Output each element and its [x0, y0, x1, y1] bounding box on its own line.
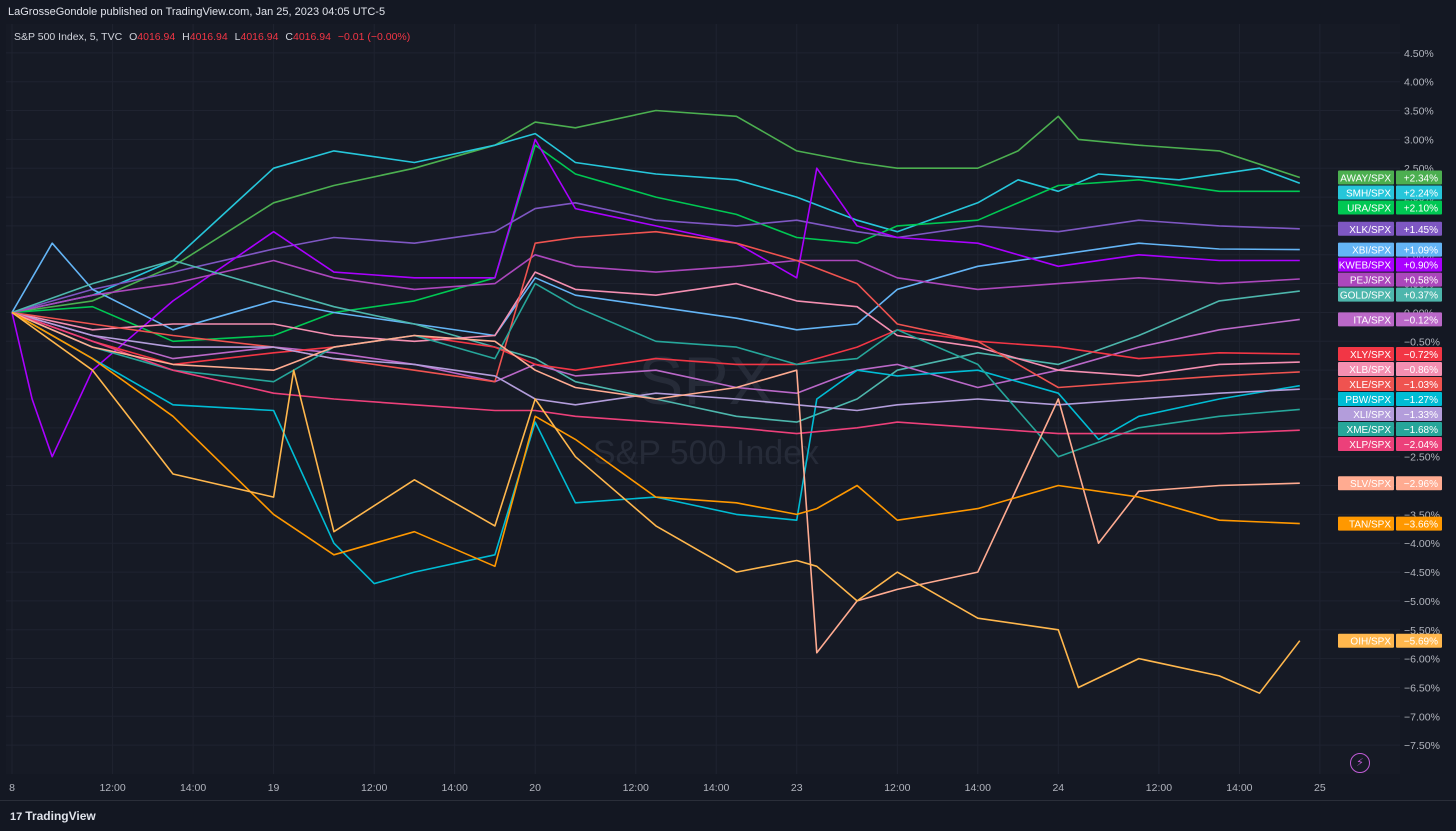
- publish-bar: LaGrosseGondole published on TradingView…: [0, 0, 1456, 24]
- y-tick-label: −7.50%: [1404, 740, 1440, 752]
- y-tick-label: −5.50%: [1404, 625, 1440, 637]
- x-tick-label: 8: [9, 782, 15, 794]
- series-line-xlp-spx[interactable]: [11, 311, 1300, 435]
- y-tick-label: 2.00%: [1404, 192, 1434, 204]
- x-tick-label: 14:00: [442, 782, 468, 794]
- legend-low-label: L: [234, 31, 241, 43]
- series-line-xly-spx[interactable]: [11, 311, 1300, 372]
- legend-low: 4016.94: [240, 31, 279, 43]
- x-tick-label: 14:00: [1226, 782, 1252, 794]
- footer: 17 TradingView: [0, 800, 1456, 831]
- x-tick-label: 12:00: [99, 782, 125, 794]
- series-line-kweb-spx[interactable]: [11, 138, 1300, 458]
- y-tick-label: −0.50%: [1404, 336, 1440, 348]
- series-line-smh-spx[interactable]: [11, 132, 1301, 314]
- ohlc-legend[interactable]: S&P 500 Index, 5, TVC O4016.94 H4016.94 …: [14, 31, 410, 43]
- series-lines: [11, 109, 1301, 695]
- legend-high-label: H: [182, 31, 190, 43]
- x-tick-label: 14:00: [703, 782, 729, 794]
- x-tick-label: 20: [529, 782, 541, 794]
- legend-close-label: C: [285, 31, 293, 43]
- x-tick-label: 12:00: [1146, 782, 1172, 794]
- tradingview-logo-icon: 17 TradingView: [10, 809, 96, 823]
- publish-info: LaGrosseGondole published on TradingView…: [8, 6, 386, 18]
- series-line-pbw-spx[interactable]: [11, 311, 1300, 585]
- chart-svg[interactable]: SPX S&P 500 Index: [6, 24, 1400, 774]
- x-tick-label: 24: [1052, 782, 1064, 794]
- x-tick-label: 12:00: [361, 782, 387, 794]
- grid: [6, 24, 1400, 774]
- series-line-xbi-spx[interactable]: [11, 242, 1300, 337]
- y-tick-label: −7.00%: [1404, 711, 1440, 723]
- series-line-ura-spx[interactable]: [11, 144, 1300, 343]
- legend-open: 4016.94: [137, 31, 176, 43]
- y-tick-label: −3.00%: [1404, 481, 1440, 493]
- price-axis-svg[interactable]: 4.50% 4.00% 3.50% 3.00% 2.50% 2.00% 1.50% 1.00%…: [1400, 24, 1456, 774]
- chart-pane[interactable]: SPX S&P 500 Index: [6, 24, 1400, 774]
- series-line-xli-spx[interactable]: [11, 311, 1300, 412]
- series-line-xme-spx[interactable]: [11, 282, 1300, 458]
- y-tick-label: −4.50%: [1404, 567, 1440, 579]
- x-tick-label: 25: [1314, 782, 1326, 794]
- y-tick-label: −3.50%: [1404, 509, 1440, 521]
- y-tick-label: −5.00%: [1404, 596, 1440, 608]
- x-tick-label: 12:00: [884, 782, 910, 794]
- series-line-slv-spx[interactable]: [11, 311, 1300, 654]
- y-tick-label: −6.50%: [1404, 682, 1440, 694]
- y-tick-label: 0.00%: [1404, 307, 1434, 319]
- y-tick-label: 3.50%: [1404, 106, 1434, 118]
- x-tick-label: 23: [791, 782, 803, 794]
- price-axis[interactable]: 4.50% 4.00% 3.50% 3.00% 2.50% 2.00% 1.50% 1.00%…: [1400, 24, 1456, 774]
- series-line-away-spx[interactable]: [11, 109, 1301, 314]
- x-tick-label: 19: [268, 782, 280, 794]
- x-tick-label: 14:00: [180, 782, 206, 794]
- time-axis-svg[interactable]: 8 12:00 14:00 19 12:00 14:00 20 12:00 14:00 23 12:…: [0, 774, 1456, 800]
- y-tick-label: −2.50%: [1404, 452, 1440, 464]
- legend-close: 4016.94: [292, 31, 331, 43]
- watermark-name: S&P 500 Index: [593, 434, 819, 472]
- y-tick-label: −2.00%: [1404, 423, 1440, 435]
- y-tick-label: −6.00%: [1404, 654, 1440, 666]
- y-tick-label: 4.50%: [1404, 48, 1434, 60]
- series-line-pej-spx[interactable]: [11, 254, 1300, 314]
- y-tick-label: −1.50%: [1404, 394, 1440, 406]
- legend-open-label: O: [129, 31, 138, 43]
- series-line-oih-spx[interactable]: [11, 311, 1301, 695]
- y-tick-label: 3.00%: [1404, 134, 1434, 146]
- y-tick-label: 1.50%: [1404, 221, 1434, 233]
- time-axis[interactable]: 8 12:00 14:00 19 12:00 14:00 20 12:00 14:00 23 12:…: [0, 774, 1456, 800]
- y-tick-label: −1.00%: [1404, 365, 1440, 377]
- footer-brand: TradingView: [25, 809, 96, 823]
- y-tick-label: 0.50%: [1404, 279, 1434, 291]
- flash-icon[interactable]: ⚡: [1350, 753, 1370, 773]
- y-tick-label: −4.00%: [1404, 538, 1440, 550]
- y-tick-label: 4.00%: [1404, 77, 1434, 89]
- y-tick-label: 1.00%: [1404, 250, 1434, 262]
- series-line-tan-spx[interactable]: [11, 311, 1300, 568]
- series-line-xlb-spx[interactable]: [11, 271, 1300, 377]
- x-tick-label: 12:00: [623, 782, 649, 794]
- y-tick-label: 2.50%: [1404, 163, 1434, 175]
- series-line-xlk-spx[interactable]: [11, 202, 1300, 314]
- legend-symbol: S&P 500 Index, 5, TVC: [14, 31, 123, 43]
- legend-change: −0.01 (−0.00%): [337, 31, 411, 43]
- legend-high: 4016.94: [189, 31, 228, 43]
- x-tick-label: 14:00: [965, 782, 991, 794]
